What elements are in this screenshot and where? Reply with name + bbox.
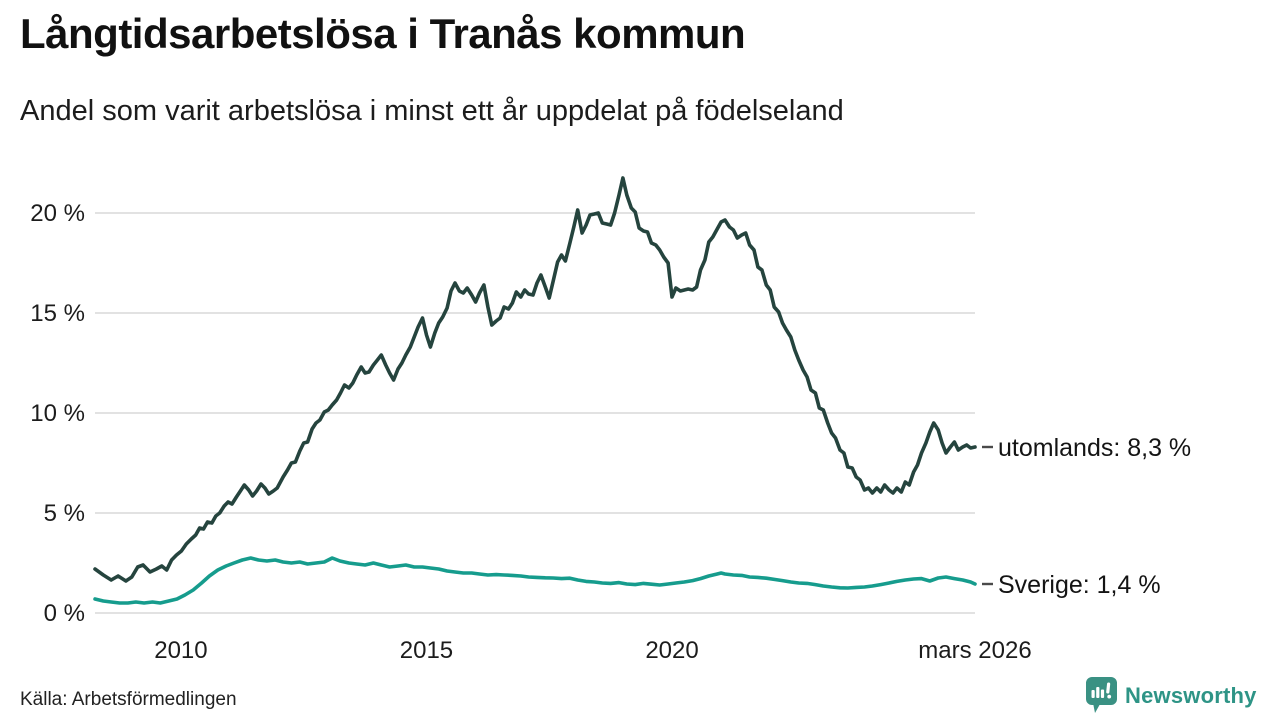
y-tick-label: 5 %	[44, 500, 85, 527]
page-subtitle: Andel som varit arbetslösa i minst ett å…	[20, 95, 844, 127]
series-line-sverige	[93, 556, 977, 605]
y-tick-label: 20 %	[30, 200, 85, 227]
page-title: Långtidsarbetslösa i Tranås kommun	[20, 10, 746, 57]
x-tick-label: 2010	[154, 637, 207, 664]
x-tick-label: 2015	[400, 637, 453, 664]
series-label-utomlands: utomlands: 8,3 %	[998, 434, 1191, 462]
source-text: Källa: Arbetsförmedlingen	[20, 689, 237, 710]
y-tick-label: 10 %	[30, 400, 85, 427]
x-tick-label: mars 2026	[918, 637, 1031, 664]
newsworthy-logo-icon	[1086, 677, 1117, 713]
series-line-utomlands	[93, 176, 977, 583]
logo-exclamation-dot	[1107, 694, 1112, 699]
y-tick-label: 15 %	[30, 300, 85, 327]
logo-bar-2	[1096, 687, 1100, 698]
y-tick-label: 0 %	[44, 600, 85, 627]
logo-exclamation-stem	[1106, 682, 1111, 694]
logo-bar-3	[1100, 689, 1105, 698]
series-label-sverige: Sverige: 1,4 %	[998, 571, 1161, 599]
x-tick-label: 2020	[645, 637, 698, 664]
logo-bar-1	[1091, 690, 1095, 698]
newsworthy-logo-text: Newsworthy	[1125, 682, 1257, 708]
newsworthy-logo: Newsworthy	[1086, 677, 1257, 714]
